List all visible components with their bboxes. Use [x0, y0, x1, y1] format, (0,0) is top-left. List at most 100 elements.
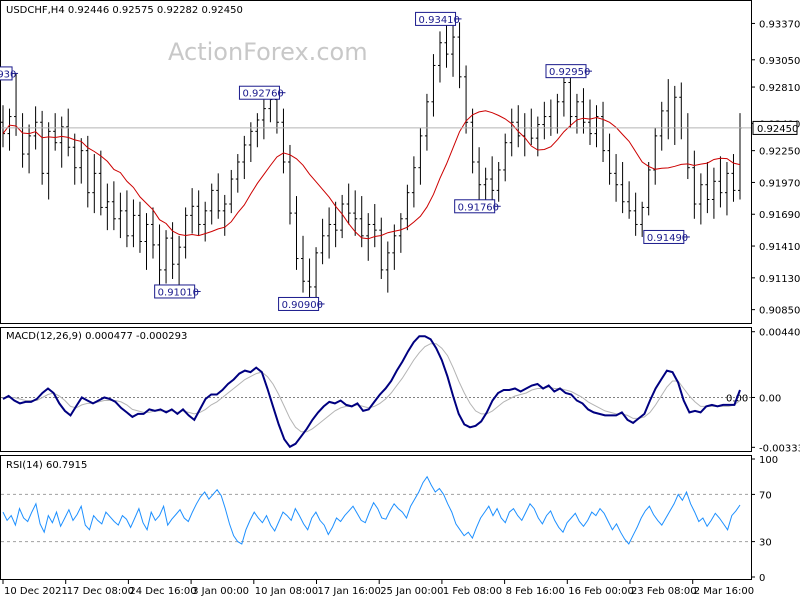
ohlc-bar: [366, 213, 371, 261]
ohlc-bar: [229, 169, 234, 214]
rsi-tick-label: 30: [759, 538, 772, 549]
ohlc-bar: [464, 65, 469, 134]
ohlc-bar: [131, 199, 136, 248]
ohlc-bar: [340, 194, 345, 239]
price-tick-label: 0.92810: [759, 83, 800, 94]
ohlc-bar: [561, 71, 566, 117]
ohlc-bar: [568, 74, 573, 128]
moving-average-line: [2, 110, 741, 240]
swing-label: 0.92760: [238, 85, 286, 100]
swing-label: 0.92950: [545, 64, 592, 79]
ohlc-bar: [98, 150, 103, 216]
ohlc-bar: [574, 93, 579, 134]
price-tick-label: 0.91970: [759, 178, 800, 189]
ohlc-bar: [72, 133, 77, 185]
ohlc-bar: [385, 241, 390, 293]
time-tick-label: 17 Dec 08:00: [67, 586, 134, 597]
ohlc-bar: [320, 218, 325, 265]
price-tick-label: 0.91130: [759, 274, 800, 285]
macd-line: [2, 335, 741, 449]
ohlc-bar: [698, 173, 703, 225]
rsi-tick-label: 100: [759, 455, 778, 466]
ohlc-bar: [477, 147, 482, 202]
ohlc-bar: [640, 201, 645, 237]
ohlc-bar: [327, 207, 332, 259]
ohlc-bar: [587, 99, 592, 145]
swing-label: 0.91010: [154, 284, 201, 299]
price-tick-label: 0.93370: [759, 19, 800, 30]
ohlc-bar: [431, 54, 436, 117]
swing-label: 0.91760: [454, 199, 501, 214]
ohlc-bar: [255, 113, 260, 148]
ohlc-bar: [627, 181, 632, 219]
ohlc-bar: [281, 108, 286, 174]
ohlc-bar: [346, 183, 351, 225]
swing-label: 0.92930: [0, 66, 19, 81]
svg-text:0.92930: 0.92930: [0, 69, 16, 80]
price-tick-label: 0.90850: [759, 306, 800, 317]
ohlc-bar: [209, 183, 214, 225]
time-tick-label: 16 Feb 00:00: [568, 586, 634, 597]
ohlc-bar: [53, 113, 58, 151]
ohlc-bar: [222, 194, 227, 236]
ohlc-bar: [242, 135, 247, 180]
ohlc-bar: [59, 116, 64, 168]
price-tick-label: 0.93050: [759, 56, 800, 67]
ohlc-bar: [27, 124, 32, 174]
swing-label: 0.90900: [278, 296, 325, 311]
macd-panel: [0, 327, 752, 452]
ohlc-bar: [137, 201, 142, 253]
ohlc-bar: [66, 108, 71, 157]
ohlc-bar: [503, 133, 508, 182]
rsi-panel: [0, 455, 752, 580]
ohlc-bar: [170, 222, 175, 279]
ohlc-bar: [196, 190, 201, 236]
ohlc-bar: [216, 173, 221, 219]
ohlc-bar: [151, 207, 156, 259]
ohlc-bar: [614, 154, 619, 202]
time-tick-label: 17 Jan 16:00: [318, 586, 381, 597]
svg-text:0.92950: 0.92950: [549, 67, 590, 78]
ohlc-bar: [601, 101, 606, 162]
swing-labels: 0.92930 0.92760 0.91010 0.90900 0.93410 0.917…: [0, 11, 690, 311]
rsi-tick-label: 0: [759, 573, 765, 584]
rsi-tick-label: 70: [759, 490, 772, 501]
ohlc-bar: [235, 154, 240, 193]
ohlc-bar: [653, 127, 658, 185]
time-tick-label: 3 Jan 00:00: [192, 586, 249, 597]
ohlc-bar: [418, 127, 423, 185]
ohlc-bar: [457, 22, 462, 89]
svg-text:0.91490: 0.91490: [647, 233, 688, 244]
ohlc-bar: [659, 101, 664, 151]
ohlc-bar: [633, 192, 638, 236]
ohlc-bar: [261, 99, 266, 140]
macd-tick-label: -0.003338: [759, 443, 800, 454]
ohlc-bar: [118, 192, 123, 239]
ohlc-bar: [470, 108, 475, 174]
ohlc-bar: [111, 181, 116, 231]
ohlc-bar: [516, 105, 521, 148]
time-tick-label: 24 Dec 16:00: [129, 586, 196, 597]
price-axis: 0.933700.930500.928100.924900.922500.919…: [751, 19, 800, 317]
ohlc-bar: [424, 93, 429, 151]
ohlc-bar: [203, 201, 208, 242]
ohlc-bar: [92, 154, 97, 214]
rsi-axis: 100 70 30 0: [751, 455, 778, 584]
watermark: ActionForex.com: [168, 38, 368, 66]
ohlc-bar: [620, 162, 625, 214]
time-tick-label: 10 Dec 2021: [4, 586, 68, 597]
ohlc-bar: [444, 18, 449, 68]
ohlc-bar: [359, 196, 364, 248]
price-tick-label: 0.91410: [759, 242, 800, 253]
rsi-line: [2, 475, 741, 545]
swing-label: 0.91490: [643, 229, 690, 244]
ohlc-bar: [692, 150, 697, 219]
ohlc-bar: [372, 204, 377, 248]
price-tick-label: 0.92250: [759, 147, 800, 158]
price-tick-label: 0.91690: [759, 210, 800, 221]
ohlc-bar: [711, 167, 716, 219]
macd-panel-title: MACD(12,26,9) 0.000477 -0.000293: [6, 331, 187, 342]
ohlc-bar: [7, 108, 12, 151]
